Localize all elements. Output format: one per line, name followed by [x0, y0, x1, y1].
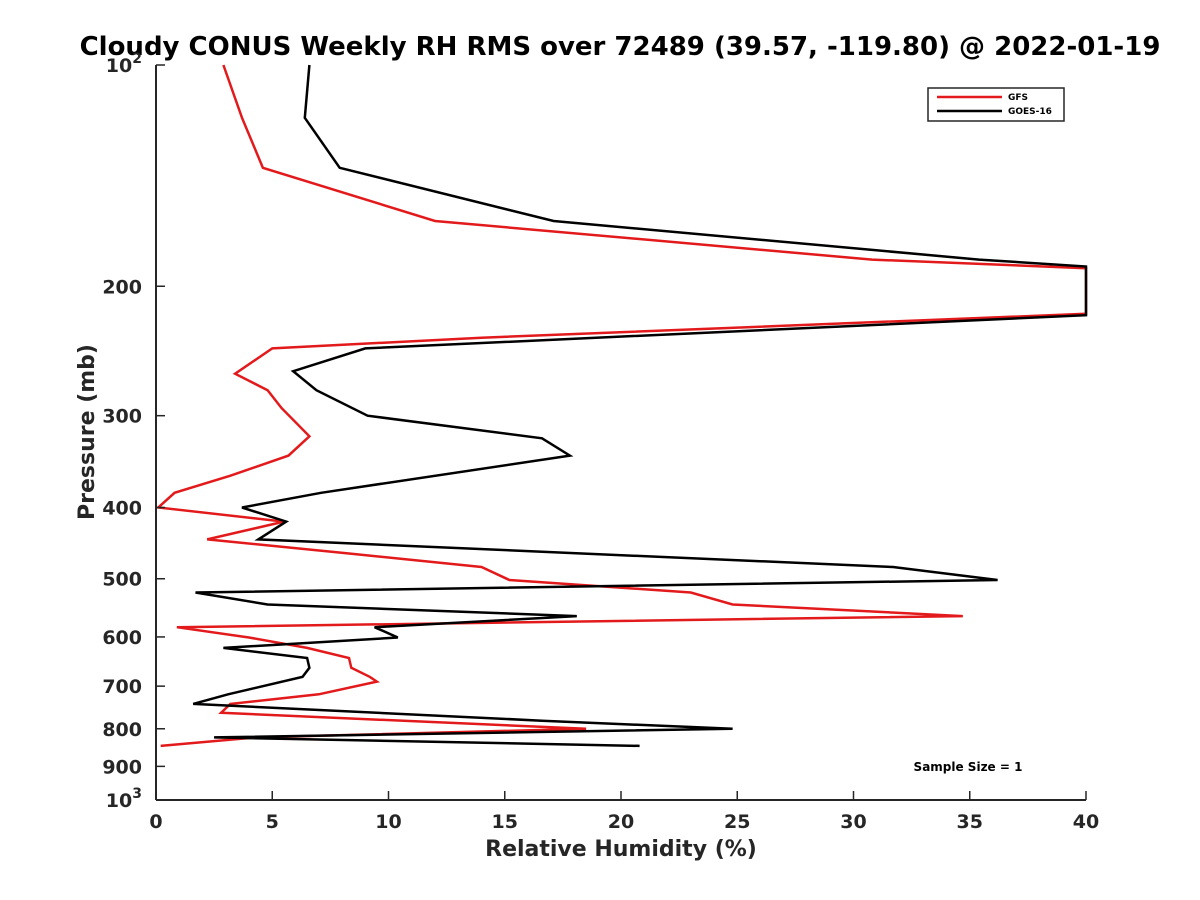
x-tick-label: 5 [266, 811, 279, 833]
y-tick-label: 500 [102, 569, 142, 591]
y-tick-label: 700 [102, 676, 142, 698]
series-line-gfs [155, 64, 1088, 748]
x-tick-label: 35 [957, 811, 983, 833]
y-axis-label: Pressure (mb) [75, 344, 100, 520]
y-tick-label: 300 [102, 406, 142, 428]
series-line-goes16 [192, 64, 1088, 748]
legend: GFS GOES-16 [927, 87, 1065, 122]
x-tick-label: 25 [724, 811, 750, 833]
x-tick-label: 30 [840, 811, 866, 833]
legend-label-goes16: GOES-16 [1008, 107, 1052, 117]
y-tick-label: 900 [102, 756, 142, 778]
x-tick-label: 0 [149, 811, 162, 833]
y-tick-label: 102 [106, 51, 142, 77]
plot-background [156, 65, 1086, 800]
x-tick-label: 40 [1073, 811, 1099, 833]
plot-area: 0 5 10 15 20 25 30 35 40 102 200 300 400 500 600 700 80… [102, 51, 1099, 833]
x-tick-label: 15 [492, 811, 518, 833]
x-tick-label: 10 [375, 811, 401, 833]
legend-label-gfs: GFS [1008, 93, 1028, 103]
chart-title: Cloudy CONUS Weekly RH RMS over 72489 (3… [80, 32, 1161, 62]
y-tick-label: 200 [102, 276, 142, 298]
y-tick-label: 400 [102, 498, 142, 520]
legend-box [927, 87, 1065, 122]
x-axis-label: Relative Humidity (%) [485, 837, 757, 862]
x-ticks: 0 5 10 15 20 25 30 35 40 [149, 791, 1099, 833]
y-tick-label: 103 [106, 786, 142, 812]
y-ticks: 102 200 300 400 500 600 700 800 900 103 [102, 51, 165, 812]
series-layer [155, 64, 1088, 748]
x-tick-label: 20 [608, 811, 634, 833]
y-tick-label: 800 [102, 719, 142, 741]
y-tick-label: 600 [102, 627, 142, 649]
sample-size-annotation: Sample Size = 1 [914, 760, 1023, 774]
